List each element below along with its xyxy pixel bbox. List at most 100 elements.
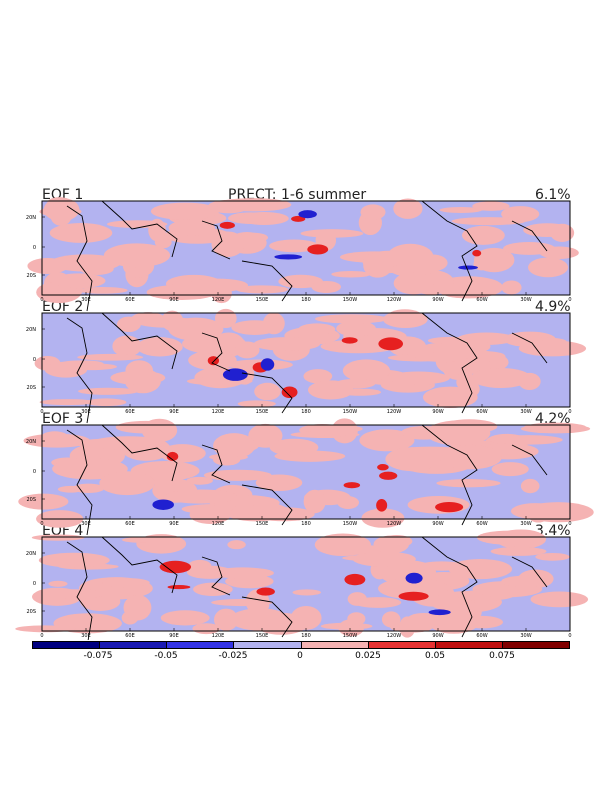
map-panel: 20N 0 20S 0 30E 60E 90E 120E 150E 180 150W 120W 90W 6… xyxy=(15,529,589,640)
map-panel: 20N 0 20S 0 30E 60E 90E 120E 150E 180 150W 120W 90W 6… xyxy=(18,418,594,536)
lat-tick-label: 20S xyxy=(26,609,36,615)
anomaly-patch xyxy=(471,351,506,362)
lon-tick-label: 30E xyxy=(81,521,91,527)
strong-anomaly xyxy=(458,265,478,270)
strong-anomaly xyxy=(378,337,404,351)
lat-tick-label: 20N xyxy=(26,327,36,333)
panel-variance-1: 6.1% xyxy=(535,187,571,203)
anomaly-patch xyxy=(136,337,183,357)
coastline xyxy=(66,205,93,312)
coastline xyxy=(241,596,293,638)
anomaly-patch xyxy=(550,223,575,242)
anomaly-patch xyxy=(18,493,69,510)
anomaly-patch xyxy=(90,436,167,450)
coastline xyxy=(421,424,478,526)
anomaly-patch xyxy=(320,339,397,354)
anomaly-patch xyxy=(451,217,527,226)
coastline xyxy=(511,444,548,476)
anomaly-patch xyxy=(439,445,502,470)
lon-tick-label: 150E xyxy=(256,521,269,527)
anomaly-patch xyxy=(334,378,376,389)
lat-tick-label: 0 xyxy=(33,581,36,587)
anomaly-patch xyxy=(298,323,336,336)
strong-anomaly xyxy=(166,451,179,462)
anomaly-patch xyxy=(38,552,110,568)
lon-tick-label: 120E xyxy=(212,297,225,303)
strong-anomaly xyxy=(398,591,429,601)
coastline xyxy=(511,556,548,588)
colorbar-label: 0.075 xyxy=(489,651,515,661)
anomaly-patch xyxy=(442,287,488,299)
strong-anomaly xyxy=(167,584,191,590)
anomaly-patch xyxy=(186,278,249,292)
anomaly-patch xyxy=(255,474,303,491)
lon-tick-label: 180 xyxy=(301,521,311,527)
lon-tick-label: 30E xyxy=(81,409,91,415)
lon-tick-label: 120E xyxy=(212,633,225,639)
anomaly-patch xyxy=(193,582,233,597)
anomaly-patch xyxy=(423,386,478,409)
anomaly-patch xyxy=(347,612,366,626)
anomaly-patch xyxy=(470,367,532,388)
anomaly-patch xyxy=(511,333,537,346)
lon-tick-label: 60W xyxy=(476,633,487,639)
anomaly-patch xyxy=(159,444,206,463)
anomaly-patch xyxy=(361,508,405,528)
strong-anomaly xyxy=(159,560,192,574)
panel-label-2: EOF 2 xyxy=(42,299,84,315)
anomaly-patch xyxy=(448,558,513,580)
anomaly-patch xyxy=(422,342,469,354)
anomaly-patch xyxy=(215,198,282,211)
lon-tick-label: 120W xyxy=(387,409,402,415)
anomaly-patch xyxy=(164,489,238,504)
colorbar-label: 0.05 xyxy=(424,651,446,661)
anomaly-patch xyxy=(493,435,563,445)
anomaly-patch xyxy=(501,575,549,588)
anomaly-patch xyxy=(426,420,491,446)
anomaly-patch xyxy=(161,310,184,331)
anomaly-patch xyxy=(476,530,543,545)
lon-tick-label: 120W xyxy=(387,297,402,303)
lon-tick-label: 90E xyxy=(169,633,179,639)
anomaly-patch xyxy=(213,433,256,459)
anomaly-patch xyxy=(303,369,333,384)
lat-tick-label: 0 xyxy=(33,469,36,475)
anomaly-patch xyxy=(230,608,290,631)
lon-tick-label: 120E xyxy=(212,521,225,527)
coastline xyxy=(66,317,93,424)
anomaly-patch xyxy=(39,399,96,406)
anomaly-patch xyxy=(253,337,321,351)
anomaly-patch xyxy=(373,535,409,554)
anomaly-patch xyxy=(274,450,346,462)
anomaly-patch xyxy=(318,425,351,437)
anomaly-patch xyxy=(213,608,239,631)
strong-anomaly xyxy=(472,249,482,257)
anomaly-patch xyxy=(472,201,510,211)
anomaly-patch xyxy=(315,314,389,324)
coastline xyxy=(421,200,478,302)
anomaly-patch xyxy=(490,546,547,556)
lon-tick-label: 60W xyxy=(476,521,487,527)
anomaly-patch xyxy=(385,447,439,472)
anomaly-patch xyxy=(520,478,540,494)
anomaly-patch xyxy=(235,285,289,294)
anomaly-patch xyxy=(418,561,466,571)
colorbar-label: 0.025 xyxy=(355,651,381,661)
colorbar-segment xyxy=(234,642,302,648)
colorbar-segment xyxy=(502,642,569,648)
anomaly-patch xyxy=(40,589,107,599)
anomaly-patch xyxy=(292,589,321,596)
strong-anomaly xyxy=(256,587,275,596)
lon-tick-label: 180 xyxy=(301,409,311,415)
anomaly-patch xyxy=(503,242,556,255)
strong-anomaly xyxy=(405,572,423,584)
lat-tick-label: 20N xyxy=(26,439,36,445)
lon-tick-label: 150W xyxy=(343,409,358,415)
anomaly-patch xyxy=(239,211,289,226)
anomaly-patch xyxy=(52,273,106,289)
anomaly-patch xyxy=(530,591,589,608)
colorbar-label: -0.05 xyxy=(154,651,178,661)
coastline xyxy=(101,200,178,258)
lat-tick-label: 0 xyxy=(33,245,36,251)
anomaly-patch xyxy=(57,485,84,493)
